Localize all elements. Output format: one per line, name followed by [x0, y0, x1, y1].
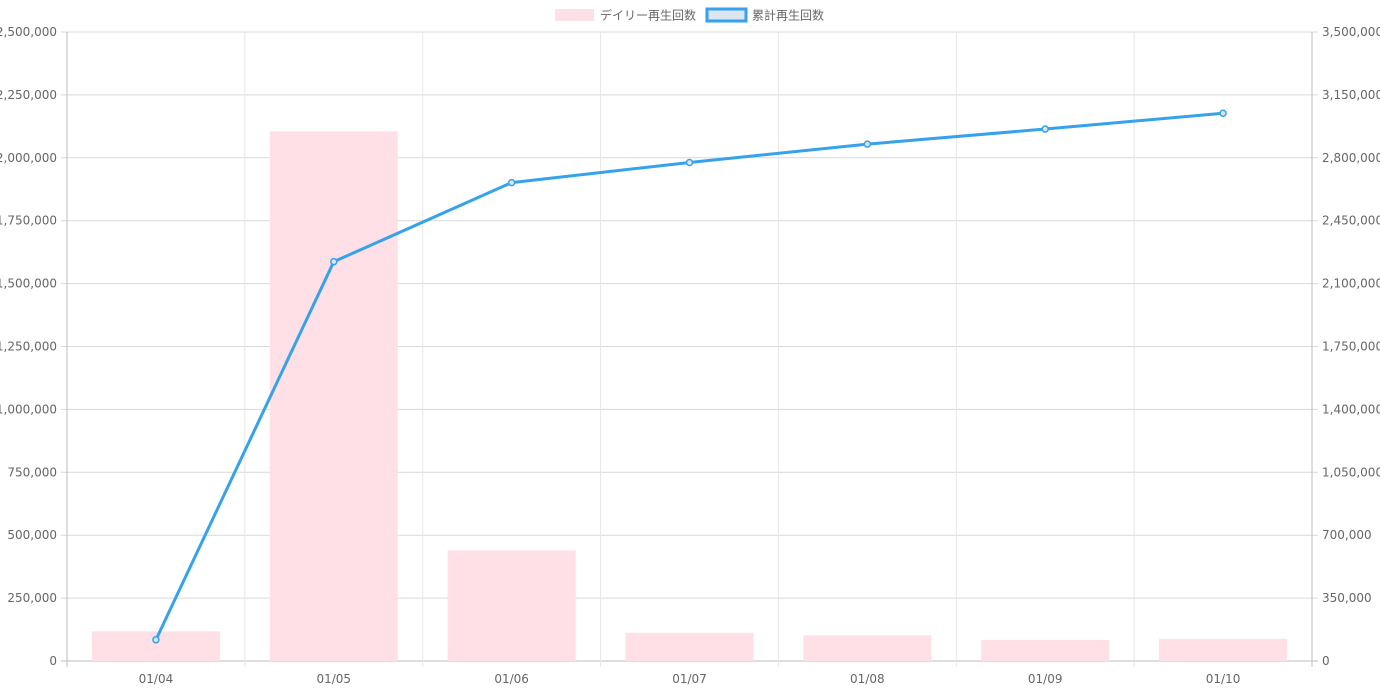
y-right-tick-label: 700,000 — [1322, 528, 1372, 542]
line-point[interactable] — [152, 636, 160, 644]
line-point[interactable] — [863, 140, 872, 148]
line-point[interactable] — [685, 158, 694, 167]
x-tick-label: 01/05 — [316, 672, 351, 686]
y-right-tick-label: 1,750,000 — [1322, 340, 1380, 354]
legend-item-daily[interactable]: デイリー再生回数 — [555, 8, 696, 23]
y-left-tick-label: 2,000,000 — [0, 151, 57, 165]
legend-label: 累計再生回数 — [752, 8, 824, 23]
legend-label: デイリー再生回数 — [600, 8, 696, 23]
y-left-tick-label: 1,000,000 — [0, 402, 57, 416]
y-left-tick-label: 1,750,000 — [0, 214, 57, 228]
bar[interactable] — [91, 631, 220, 661]
grid — [61, 31, 1318, 667]
bar-series — [91, 131, 1288, 661]
bar[interactable] — [1159, 638, 1288, 661]
y-right-tick-label: 350,000 — [1322, 591, 1372, 605]
x-tick-label: 01/08 — [850, 672, 885, 686]
y-right-tick-label: 2,100,000 — [1322, 277, 1380, 291]
y-left-tick-label: 250,000 — [7, 591, 57, 605]
bar[interactable] — [269, 131, 398, 661]
x-tick-label: 01/10 — [1206, 672, 1241, 686]
x-tick-label: 01/07 — [672, 672, 707, 686]
bar[interactable] — [447, 550, 576, 661]
y-left-tick-label: 1,500,000 — [0, 277, 57, 291]
x-tick-label: 01/04 — [139, 672, 174, 686]
axes: 2,500,000 3,500,000 2,250,000 3,150,000 2,00… — [0, 25, 1380, 686]
bar[interactable] — [981, 639, 1110, 661]
line-point[interactable] — [1219, 109, 1227, 117]
y-right-tick-label: 1,050,000 — [1322, 465, 1380, 479]
y-right-tick-label: 1,400,000 — [1322, 402, 1380, 416]
y-left-tick-label: 0 — [49, 654, 57, 668]
legend[interactable]: デイリー再生回数 累計再生回数 — [555, 7, 824, 23]
y-left-tick-label: 1,250,000 — [0, 340, 57, 354]
y-left-tick-label: 750,000 — [7, 465, 57, 479]
y-right-tick-label: 0 — [1322, 654, 1330, 668]
y-right-tick-label: 2,800,000 — [1322, 151, 1380, 165]
line-series — [152, 109, 1227, 644]
y-left-tick-label: 2,500,000 — [0, 25, 57, 39]
line-point[interactable] — [1041, 125, 1049, 133]
legend-swatch — [555, 9, 594, 21]
y-left-tick-label: 500,000 — [7, 528, 57, 542]
x-tick-label: 01/06 — [494, 672, 529, 686]
bar[interactable] — [625, 632, 754, 661]
bar[interactable] — [803, 635, 932, 661]
x-tick-label: 01/09 — [1028, 672, 1063, 686]
legend-item-cumulative[interactable]: 累計再生回数 — [705, 7, 824, 23]
y-right-tick-label: 3,500,000 — [1322, 25, 1380, 39]
y-right-tick-label: 3,150,000 — [1322, 88, 1380, 102]
legend-swatch — [705, 7, 748, 23]
y-left-tick-label: 2,250,000 — [0, 88, 57, 102]
line-point[interactable] — [507, 178, 516, 187]
y-right-tick-label: 2,450,000 — [1322, 214, 1380, 228]
line-point[interactable] — [330, 257, 338, 266]
